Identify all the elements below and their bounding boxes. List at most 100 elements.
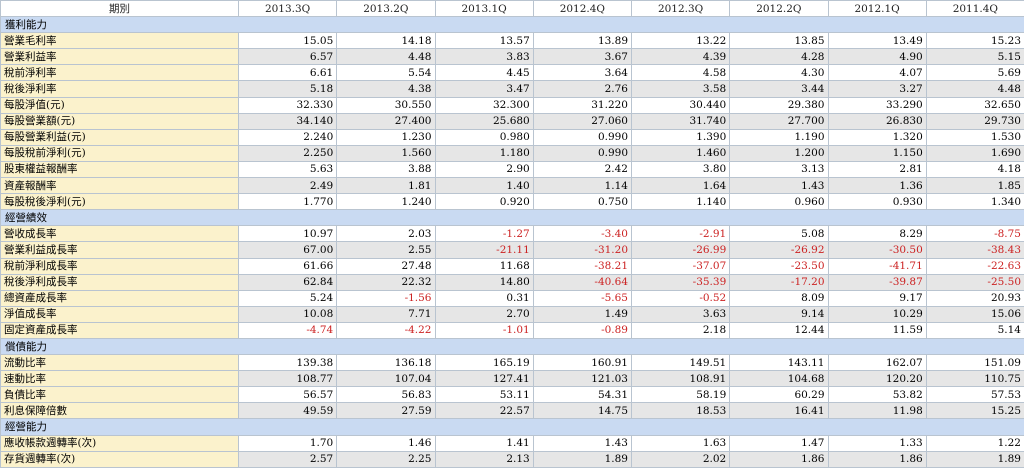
table-cell: 0.960	[729, 193, 829, 211]
table-cell: 27.060	[532, 112, 633, 130]
row-label: 稅前淨利率	[0, 64, 239, 82]
table-cell: 1.390	[630, 128, 731, 146]
table-cell: 32.300	[434, 96, 534, 114]
table-cell: 3.58	[630, 80, 731, 98]
table-cell: 4.48	[336, 48, 436, 66]
table-cell: 1.200	[729, 144, 829, 162]
table-cell: 30.550	[336, 96, 436, 114]
period-column-header: 2013.1Q	[434, 0, 534, 18]
table-cell: 2.55	[336, 241, 436, 259]
row-label: 每股營業利益(元)	[0, 128, 239, 146]
table-cell: -1.56	[336, 289, 436, 307]
table-cell: 4.07	[827, 64, 927, 82]
table-cell: 1.180	[434, 144, 534, 162]
table-cell: -0.89	[532, 321, 633, 339]
table-cell: 3.63	[630, 305, 731, 323]
table-cell: 0.920	[434, 193, 534, 211]
table-cell: 162.07	[827, 354, 927, 372]
table-cell: 18.53	[630, 402, 731, 420]
table-cell: 9.14	[729, 305, 829, 323]
table-cell: 3.83	[434, 48, 534, 66]
table-cell: 58.19	[630, 386, 731, 404]
table-cell: 62.84	[237, 273, 338, 291]
table-cell: 1.64	[630, 177, 731, 195]
table-cell: 27.48	[336, 257, 436, 275]
table-cell: 1.86	[827, 450, 927, 468]
table-cell: -1.01	[434, 321, 534, 339]
table-cell: 0.750	[532, 193, 633, 211]
table-cell: 1.190	[729, 128, 829, 146]
table-row: 固定資產成長率 -4.74 -4.22 -1.01 -0.89 2.18 12.44 11.5…	[0, 321, 1024, 339]
table-cell: 60.29	[729, 386, 829, 404]
row-label: 每股淨值(元)	[0, 96, 239, 114]
table-cell: 56.57	[237, 386, 338, 404]
table-cell: 127.41	[434, 370, 534, 388]
table-cell: 1.41	[434, 434, 534, 452]
table-cell: -17.20	[729, 273, 829, 291]
table-cell: -23.50	[729, 257, 829, 275]
table-cell: 136.18	[336, 354, 436, 372]
table-cell: 13.89	[532, 32, 633, 50]
row-label: 營業利益成長率	[0, 241, 239, 259]
table-cell: 2.240	[237, 128, 338, 146]
table-cell: -8.75	[925, 225, 1024, 243]
table-cell: 1.320	[827, 128, 927, 146]
period-column-header: 2013.2Q	[336, 0, 436, 18]
table-cell: 6.61	[237, 64, 338, 82]
table-cell: 1.63	[630, 434, 731, 452]
row-label: 應收帳款週轉率(次)	[0, 434, 239, 452]
table-cell: -5.65	[532, 289, 633, 307]
table-row: 營業利益成長率 67.00 2.55 -21.11 -31.20 -26.99 -26.92…	[0, 241, 1024, 259]
row-label: 利息保障倍數	[0, 402, 239, 420]
table-cell: 2.90	[434, 160, 534, 179]
table-cell: 104.68	[729, 370, 829, 388]
table-cell: 1.770	[237, 193, 338, 211]
table-row: 每股營業利益(元) 2.240 1.230 0.980 0.990 1.390 1.190 1…	[0, 128, 1024, 146]
table-cell: 30.440	[630, 96, 731, 114]
period-column-header: 2013.3Q	[237, 0, 338, 18]
table-cell: 14.75	[532, 402, 633, 420]
table-cell: 1.560	[336, 144, 436, 162]
table-cell: 1.46	[336, 434, 436, 452]
table-row: 稅後淨利成長率 62.84 22.32 14.80 -40.64 -35.39 -17.20…	[0, 273, 1024, 291]
table-cell: -0.52	[630, 289, 731, 307]
table-cell: 1.530	[925, 128, 1024, 146]
row-label: 存貨週轉率(次)	[0, 450, 239, 468]
table-cell: -39.87	[827, 273, 927, 291]
table-cell: -22.63	[925, 257, 1024, 275]
table-cell: 3.44	[729, 80, 829, 98]
table-cell: 2.18	[630, 321, 731, 339]
row-label: 淨值成長率	[0, 305, 239, 323]
header-row: 期別 2013.3Q 2013.2Q 2013.1Q 2012.4Q 2012.…	[0, 0, 1024, 18]
row-label: 流動比率	[0, 354, 239, 372]
table-row: 淨值成長率 10.08 7.71 2.70 1.49 3.63 9.14 10.29 15.06	[0, 305, 1024, 323]
table-cell: 3.80	[630, 160, 731, 179]
table-row: 稅前淨利率 6.61 5.54 4.45 3.64 4.58 4.30 4.07 5.69	[0, 64, 1024, 82]
row-label: 速動比率	[0, 370, 239, 388]
row-label: 固定資產成長率	[0, 321, 239, 339]
table-cell: -26.99	[630, 241, 731, 259]
table-cell: 107.04	[336, 370, 436, 388]
table-cell: 1.690	[925, 144, 1024, 162]
table-row: 利息保障倍數 49.59 27.59 22.57 14.75 18.53 16.41 11.9…	[0, 402, 1024, 420]
table-cell: 5.14	[925, 321, 1024, 339]
table-cell: 9.17	[827, 289, 927, 307]
table-cell: 4.28	[729, 48, 829, 66]
table-row: 流動比率 139.38 136.18 165.19 160.91 149.51 143.11…	[0, 354, 1024, 372]
table-row: 存貨週轉率(次) 2.57 2.25 2.13 1.89 2.02 1.86 1.86 1.89	[0, 450, 1024, 468]
table-cell: 1.14	[532, 177, 633, 195]
table-cell: 15.25	[925, 402, 1024, 420]
table-cell: -37.07	[630, 257, 731, 275]
table-cell: 0.990	[532, 144, 633, 162]
table-cell: 67.00	[237, 241, 338, 259]
table-cell: 1.150	[827, 144, 927, 162]
table-cell: 149.51	[630, 354, 731, 372]
table-cell: 33.290	[827, 96, 927, 114]
table-cell: -25.50	[925, 273, 1024, 291]
row-label: 營收成長率	[0, 225, 239, 243]
table-cell: 1.460	[630, 144, 731, 162]
table-cell: 1.36	[827, 177, 927, 195]
table-cell: 108.91	[630, 370, 731, 388]
table-cell: 13.57	[434, 32, 534, 50]
table-cell: 2.03	[336, 225, 436, 243]
